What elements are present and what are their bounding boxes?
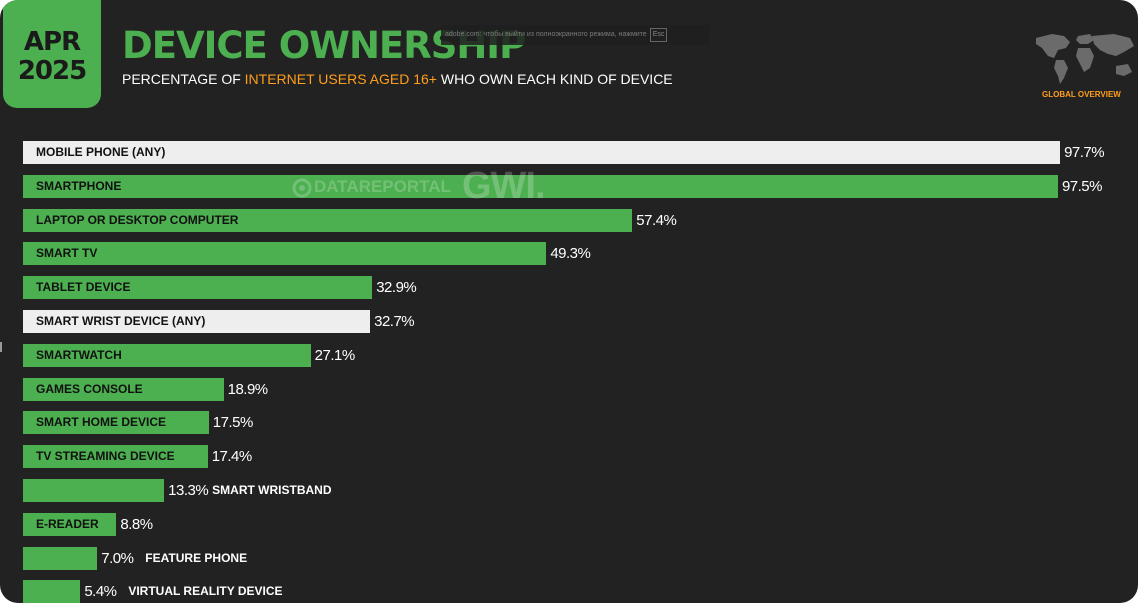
bar-games-console: [23, 377, 224, 401]
bar-smart-tv: [23, 242, 547, 266]
bar-category-label: E-READER: [36, 516, 99, 531]
bar-tablet-device: [23, 276, 373, 300]
bar-virtual-reality-device: [23, 580, 81, 603]
bar-value-label: 57.4%: [636, 211, 677, 229]
bar-category-label: SMART HOME DEVICE: [36, 415, 167, 430]
date-badge: APR 2025: [3, 0, 101, 108]
bar-mobile-phone-any: [23, 141, 1061, 164]
bar-smartwatch: [23, 343, 311, 367]
subtitle-text-end: WHO OWN EACH KIND OF DEVICE: [436, 71, 673, 87]
bar-category-label: SMARTWATCH: [36, 347, 122, 362]
bar-category-label: MOBILE PHONE (ANY): [36, 145, 166, 159]
bar-value-label: 7.0%: [101, 549, 134, 567]
date-month: APR: [23, 27, 81, 57]
bar-category-label: GAMES CONSOLE: [36, 381, 143, 396]
bar-category-label: FEATURE PHONE: [145, 550, 248, 565]
edge-marker: [0, 342, 2, 352]
bar-e-reader: [23, 512, 117, 536]
bar-value-label: 18.9%: [227, 380, 269, 398]
subtitle-highlight: INTERNET USERS AGED 16+: [244, 71, 437, 87]
bar-category-label: TV STREAMING DEVICE: [36, 449, 175, 464]
bar-feature-phone: [23, 546, 98, 570]
bar-category-label: SMART WRISTBAND: [212, 483, 332, 497]
bar-smart-home-device: [23, 411, 209, 435]
date-year: 2025: [17, 56, 87, 86]
bar-value-label: 8.8%: [120, 515, 153, 533]
bar-value-label: 32.9%: [376, 279, 417, 297]
region-label: GLOBAL OVERVIEW: [1042, 90, 1121, 99]
bar-category-label: SMART WRIST DEVICE (ANY): [36, 314, 206, 328]
bar-category-label: LAPTOP OR DESKTOP COMPUTER: [36, 212, 239, 227]
bar-value-label: 97.7%: [1064, 144, 1105, 161]
esc-key[interactable]: Esc: [649, 28, 668, 42]
bar-category-label: VIRTUAL REALITY DEVICE: [128, 584, 283, 599]
bar-category-label: SMART TV: [36, 246, 98, 261]
bar-value-label: 97.5%: [1061, 177, 1103, 195]
bar-category-label: TABLET DEVICE: [36, 280, 131, 295]
bar-smart-wrist-device-any: [23, 310, 371, 333]
bar-laptop-or-desktop-computer: [23, 208, 633, 232]
bar-value-label: 5.4%: [84, 583, 117, 601]
bar-smartphone: [23, 174, 1058, 198]
bar-value-label: 49.3%: [550, 245, 591, 263]
bar-value-label: 17.5%: [212, 414, 254, 432]
bar-value-label: 27.1%: [314, 346, 356, 364]
subtitle-text-start: PERCENTAGE OF: [122, 71, 245, 87]
bar-category-label: SMARTPHONE: [36, 178, 122, 193]
bar-tv-streaming-device: [23, 445, 208, 469]
bar-value-label: 17.4%: [211, 448, 253, 466]
chart-subtitle: PERCENTAGE OF INTERNET USERS AGED 16+ WH…: [122, 70, 673, 88]
bar-value-label: 32.7%: [374, 313, 415, 330]
fullscreen-hint-text: adobe.com: чтобы выйти из полноэкранного…: [445, 31, 647, 38]
world-map-icon: [1036, 34, 1134, 84]
bar-smart-wristband: [23, 479, 165, 502]
bar-value-label: 13.3%: [168, 482, 209, 499]
fullscreen-exit-hint: adobe.com: чтобы выйти из полноэкранного…: [441, 25, 709, 45]
